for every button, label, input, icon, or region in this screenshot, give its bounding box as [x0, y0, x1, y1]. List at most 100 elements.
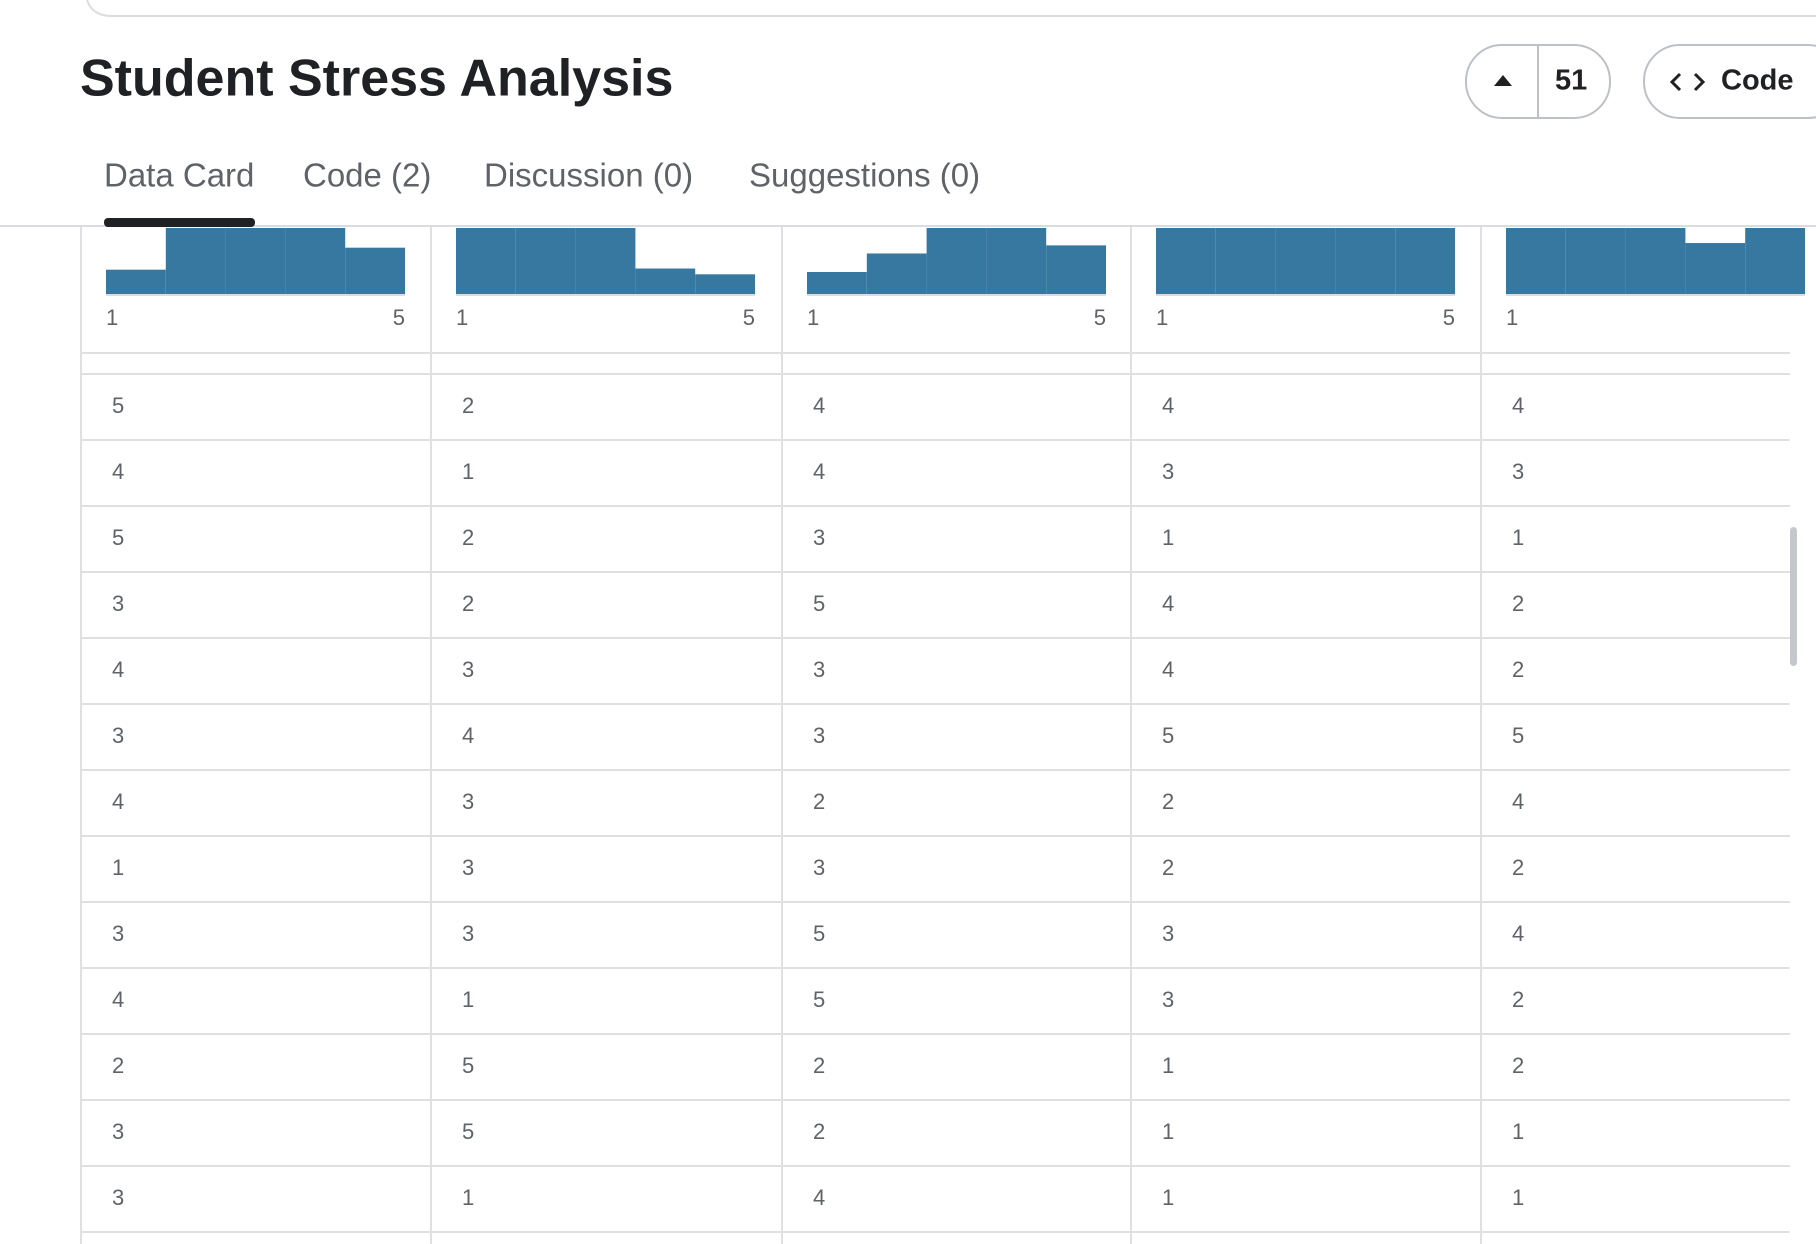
histogram-bar [1506, 227, 1566, 294]
tab[interactable]: Data Card [104, 157, 254, 194]
table-cell: 4 [813, 1185, 825, 1210]
active-tab-indicator [104, 218, 255, 227]
histogram-bar [1275, 227, 1336, 294]
table-cell: 2 [1512, 591, 1524, 616]
table-cell: 2 [462, 393, 474, 418]
dataset-title: Student Stress Analysis [80, 50, 673, 108]
histogram-bar [225, 227, 286, 294]
table-cell: 1 [1512, 1185, 1524, 1210]
table-cell: 3 [112, 1185, 124, 1210]
histogram-bar [106, 269, 166, 294]
table-cell: 4 [1512, 393, 1524, 418]
histogram-bar [1745, 227, 1805, 294]
histogram-bar [1335, 227, 1396, 294]
histogram-bar [1156, 227, 1216, 294]
upvote-button[interactable]: 51 [1465, 44, 1611, 119]
table-cell: 1 [1162, 525, 1174, 550]
table-cell: 2 [813, 1053, 825, 1078]
histogram-bar [1395, 227, 1455, 294]
histogram-bar [285, 227, 346, 294]
header: Student Stress Analysis 51 Code Data Car… [0, 0, 1816, 227]
table-cell: 4 [813, 459, 825, 484]
table-cell: 2 [813, 789, 825, 814]
table-cell: 3 [462, 921, 474, 946]
tab-bar: Data Card Code (2) Discussion (0) Suggestio… [104, 157, 980, 194]
table-cell: 5 [462, 1119, 474, 1144]
upvote-arrow[interactable] [1494, 75, 1512, 86]
table-cell: 3 [1162, 459, 1174, 484]
histogram-bar [1215, 227, 1276, 294]
histogram-bar [1046, 245, 1106, 294]
table-cell: 2 [813, 1119, 825, 1144]
table-cell: 3 [1162, 921, 1174, 946]
table-cell: 4 [1162, 657, 1174, 682]
table-cell: 5 [813, 591, 825, 616]
table-cell: 3 [112, 921, 124, 946]
table-cell: 1 [1162, 1119, 1174, 1144]
table-cell: 1 [1512, 1119, 1524, 1144]
histogram-min-label: 1 [456, 305, 468, 330]
histogram-max-label: 5 [1094, 305, 1106, 330]
histogram-bar [1685, 243, 1746, 294]
table-cell: 3 [112, 591, 124, 616]
scrollbar-thumb[interactable] [1790, 527, 1797, 666]
table-cell: 3 [1162, 987, 1174, 1012]
histogram-bar [866, 253, 927, 294]
histogram-max-label: 5 [1443, 305, 1455, 330]
table-cell: 1 [462, 1185, 474, 1210]
table-cell: 4 [1162, 393, 1174, 418]
table-cell: 2 [112, 1053, 124, 1078]
histogram-min-label: 1 [1506, 305, 1518, 330]
table-cell: 4 [1512, 921, 1524, 946]
top-card-edge [86, 0, 1816, 17]
tab[interactable]: Discussion (0) [484, 157, 693, 194]
table-cell: 5 [813, 987, 825, 1012]
table-cell: 3 [813, 657, 825, 682]
table-cell: 3 [112, 723, 124, 748]
table-cell: 1 [462, 987, 474, 1012]
table-cell: 4 [462, 723, 474, 748]
histogram-bar [926, 227, 987, 294]
tab[interactable]: Code (2) [303, 157, 431, 194]
histogram-bar [456, 227, 516, 294]
table-cell: 3 [112, 1119, 124, 1144]
code-button[interactable]: Code [1643, 44, 1816, 119]
table-cell: 3 [813, 855, 825, 880]
histogram-bar [635, 268, 696, 294]
histogram-bar [345, 247, 405, 294]
histogram-max-label: 5 [743, 305, 755, 330]
table-cell: 3 [462, 657, 474, 682]
histogram-bar [807, 271, 867, 294]
table-cell: 2 [1162, 855, 1174, 880]
table-cell: 5 [1162, 723, 1174, 748]
table-cell: 3 [1512, 459, 1524, 484]
table-cell: 4 [112, 657, 124, 682]
table-cell: 2 [1162, 789, 1174, 814]
table-cell: 4 [112, 459, 124, 484]
table-cell: 1 [1512, 525, 1524, 550]
table-cell: 4 [1162, 591, 1174, 616]
table-cell: 2 [462, 525, 474, 550]
histogram-max-label: 5 [393, 305, 405, 330]
code-button-label[interactable]: Code [1721, 65, 1794, 97]
histogram-bar [165, 227, 226, 294]
histogram-bar [1565, 227, 1626, 294]
tab[interactable]: Suggestions (0) [749, 157, 980, 194]
histogram-min-label: 1 [807, 305, 819, 330]
table-cell: 4 [112, 987, 124, 1012]
table-cell: 2 [1512, 1053, 1524, 1078]
table-cell: 2 [1512, 855, 1524, 880]
data-table: 1 5 1 5 1 5 1 5 1 5 2 4 4 4 4 1 4 3 3 5 2 3 1 1 3 2 5 4 2 4 3 3 4 2 3 4 3 5 5 4… [80, 227, 1805, 1244]
table-cell: 3 [462, 789, 474, 814]
table-cell: 5 [813, 921, 825, 946]
table-cell: 5 [462, 1053, 474, 1078]
upvote-count: 51 [1555, 65, 1587, 97]
histogram-bar [986, 227, 1047, 294]
histogram-bar [1625, 227, 1686, 294]
table-cell: 2 [1512, 657, 1524, 682]
code-button-outline [1643, 44, 1816, 119]
table-cell: 3 [813, 525, 825, 550]
table-cell: 3 [462, 855, 474, 880]
